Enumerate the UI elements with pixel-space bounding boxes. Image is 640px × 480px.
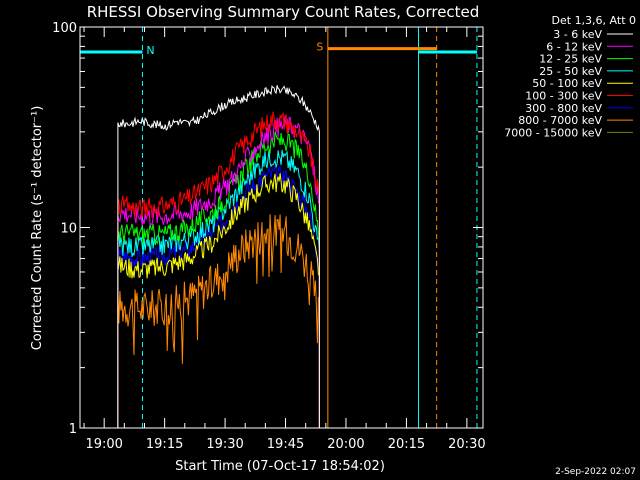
chart-title: RHESSI Observing Summary Count Rates, Co… (87, 3, 480, 21)
y-tick-label: 1 (69, 422, 77, 437)
legend-label: 50 - 100 keV (532, 77, 602, 90)
x-tick-label: 20:30 (448, 437, 485, 452)
x-tick-label: 19:00 (85, 437, 122, 452)
timestamp-label: 2-Sep-2022 02:07 (555, 467, 636, 477)
x-tick-label: 19:45 (267, 437, 304, 452)
series-line (117, 173, 320, 428)
series-line (117, 111, 320, 428)
series-line (117, 85, 320, 428)
y-axis-label: Corrected Count Rate (s⁻¹ detector⁻¹) (30, 106, 45, 351)
legend-label: 3 - 6 keV (553, 28, 602, 41)
plot-frame (79, 26, 484, 429)
y-tick-label: 100 (52, 21, 77, 36)
x-tick-label: 20:15 (388, 437, 425, 452)
series-line (117, 164, 320, 428)
marker-label: S (316, 41, 323, 54)
legend-label: 100 - 300 keV (525, 90, 602, 103)
legend-label: 12 - 25 keV (539, 53, 602, 66)
legend-label: 300 - 800 keV (525, 102, 602, 115)
legend-label: 6 - 12 keV (546, 40, 602, 53)
legend-label: 800 - 7000 keV (518, 114, 602, 127)
series-line (117, 131, 320, 428)
legend-label: 7000 - 15000 keV (504, 126, 602, 139)
x-axis-label: Start Time (07-Oct-17 18:54:02) (175, 459, 385, 474)
legend-label: 25 - 50 keV (539, 65, 602, 78)
y-tick-label: 10 (60, 222, 77, 237)
x-tick-label: 19:30 (206, 437, 243, 452)
x-tick-label: 19:15 (146, 437, 183, 452)
series-line (117, 214, 320, 428)
marker-label: N (146, 44, 154, 57)
x-tick-label: 20:00 (327, 437, 364, 452)
legend-header: Det 1,3,6, Att 0 (552, 14, 636, 27)
